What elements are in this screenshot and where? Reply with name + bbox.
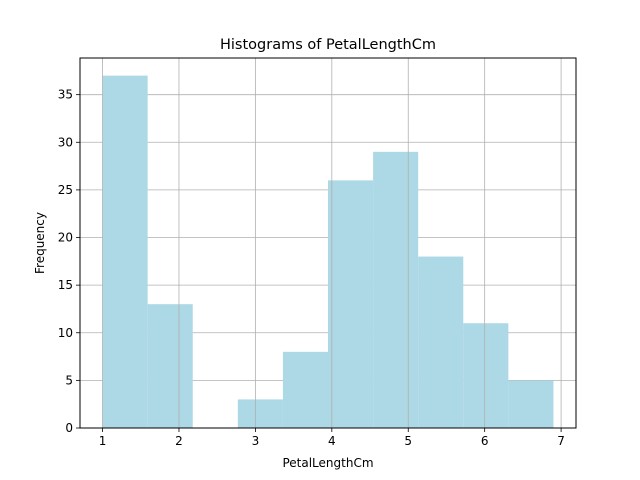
chart-title: Histograms of PetalLengthCm xyxy=(220,37,436,53)
y-tick-label-3: 15 xyxy=(58,278,73,292)
plot-frame xyxy=(79,57,577,429)
x-tick-label-0: 1 xyxy=(99,434,107,448)
histogram-bar-0 xyxy=(102,75,148,428)
histogram-bar-4 xyxy=(282,351,328,428)
x-tick-label-3: 4 xyxy=(328,434,336,448)
vertical-grid xyxy=(102,58,562,428)
y-tick-label-1: 5 xyxy=(65,373,73,387)
y-tick-label-0: 0 xyxy=(65,421,73,435)
y-tick-label-7: 35 xyxy=(58,88,73,102)
x-tick-label-6: 7 xyxy=(557,434,565,448)
histogram-bar-3 xyxy=(237,399,283,428)
x-axis-label: PetalLengthCm xyxy=(282,456,373,470)
x-tick-label-2: 3 xyxy=(252,434,260,448)
x-tick-label-4: 5 xyxy=(404,434,412,448)
histogram-bar-7 xyxy=(418,256,464,428)
x-tick-label-1: 2 xyxy=(175,434,183,448)
bars xyxy=(102,75,554,429)
y-tick-label-4: 20 xyxy=(58,231,73,245)
histogram-bar-1 xyxy=(147,304,193,428)
histogram-bar-6 xyxy=(373,151,419,429)
y-tick-label-6: 30 xyxy=(58,135,73,149)
histogram-bar-5 xyxy=(328,180,374,428)
y-axis-label: Frequency xyxy=(33,212,47,274)
histogram-bar-8 xyxy=(463,323,509,428)
y-axis-ticks: 0 5 10 15 20 25 30 35 xyxy=(58,88,80,435)
x-tick-label-5: 6 xyxy=(481,434,489,448)
y-tick-label-5: 25 xyxy=(58,183,73,197)
histogram-bar-9 xyxy=(508,380,554,428)
y-tick-label-2: 10 xyxy=(58,326,73,340)
x-axis-ticks: 1 2 3 4 5 6 7 xyxy=(99,428,565,448)
